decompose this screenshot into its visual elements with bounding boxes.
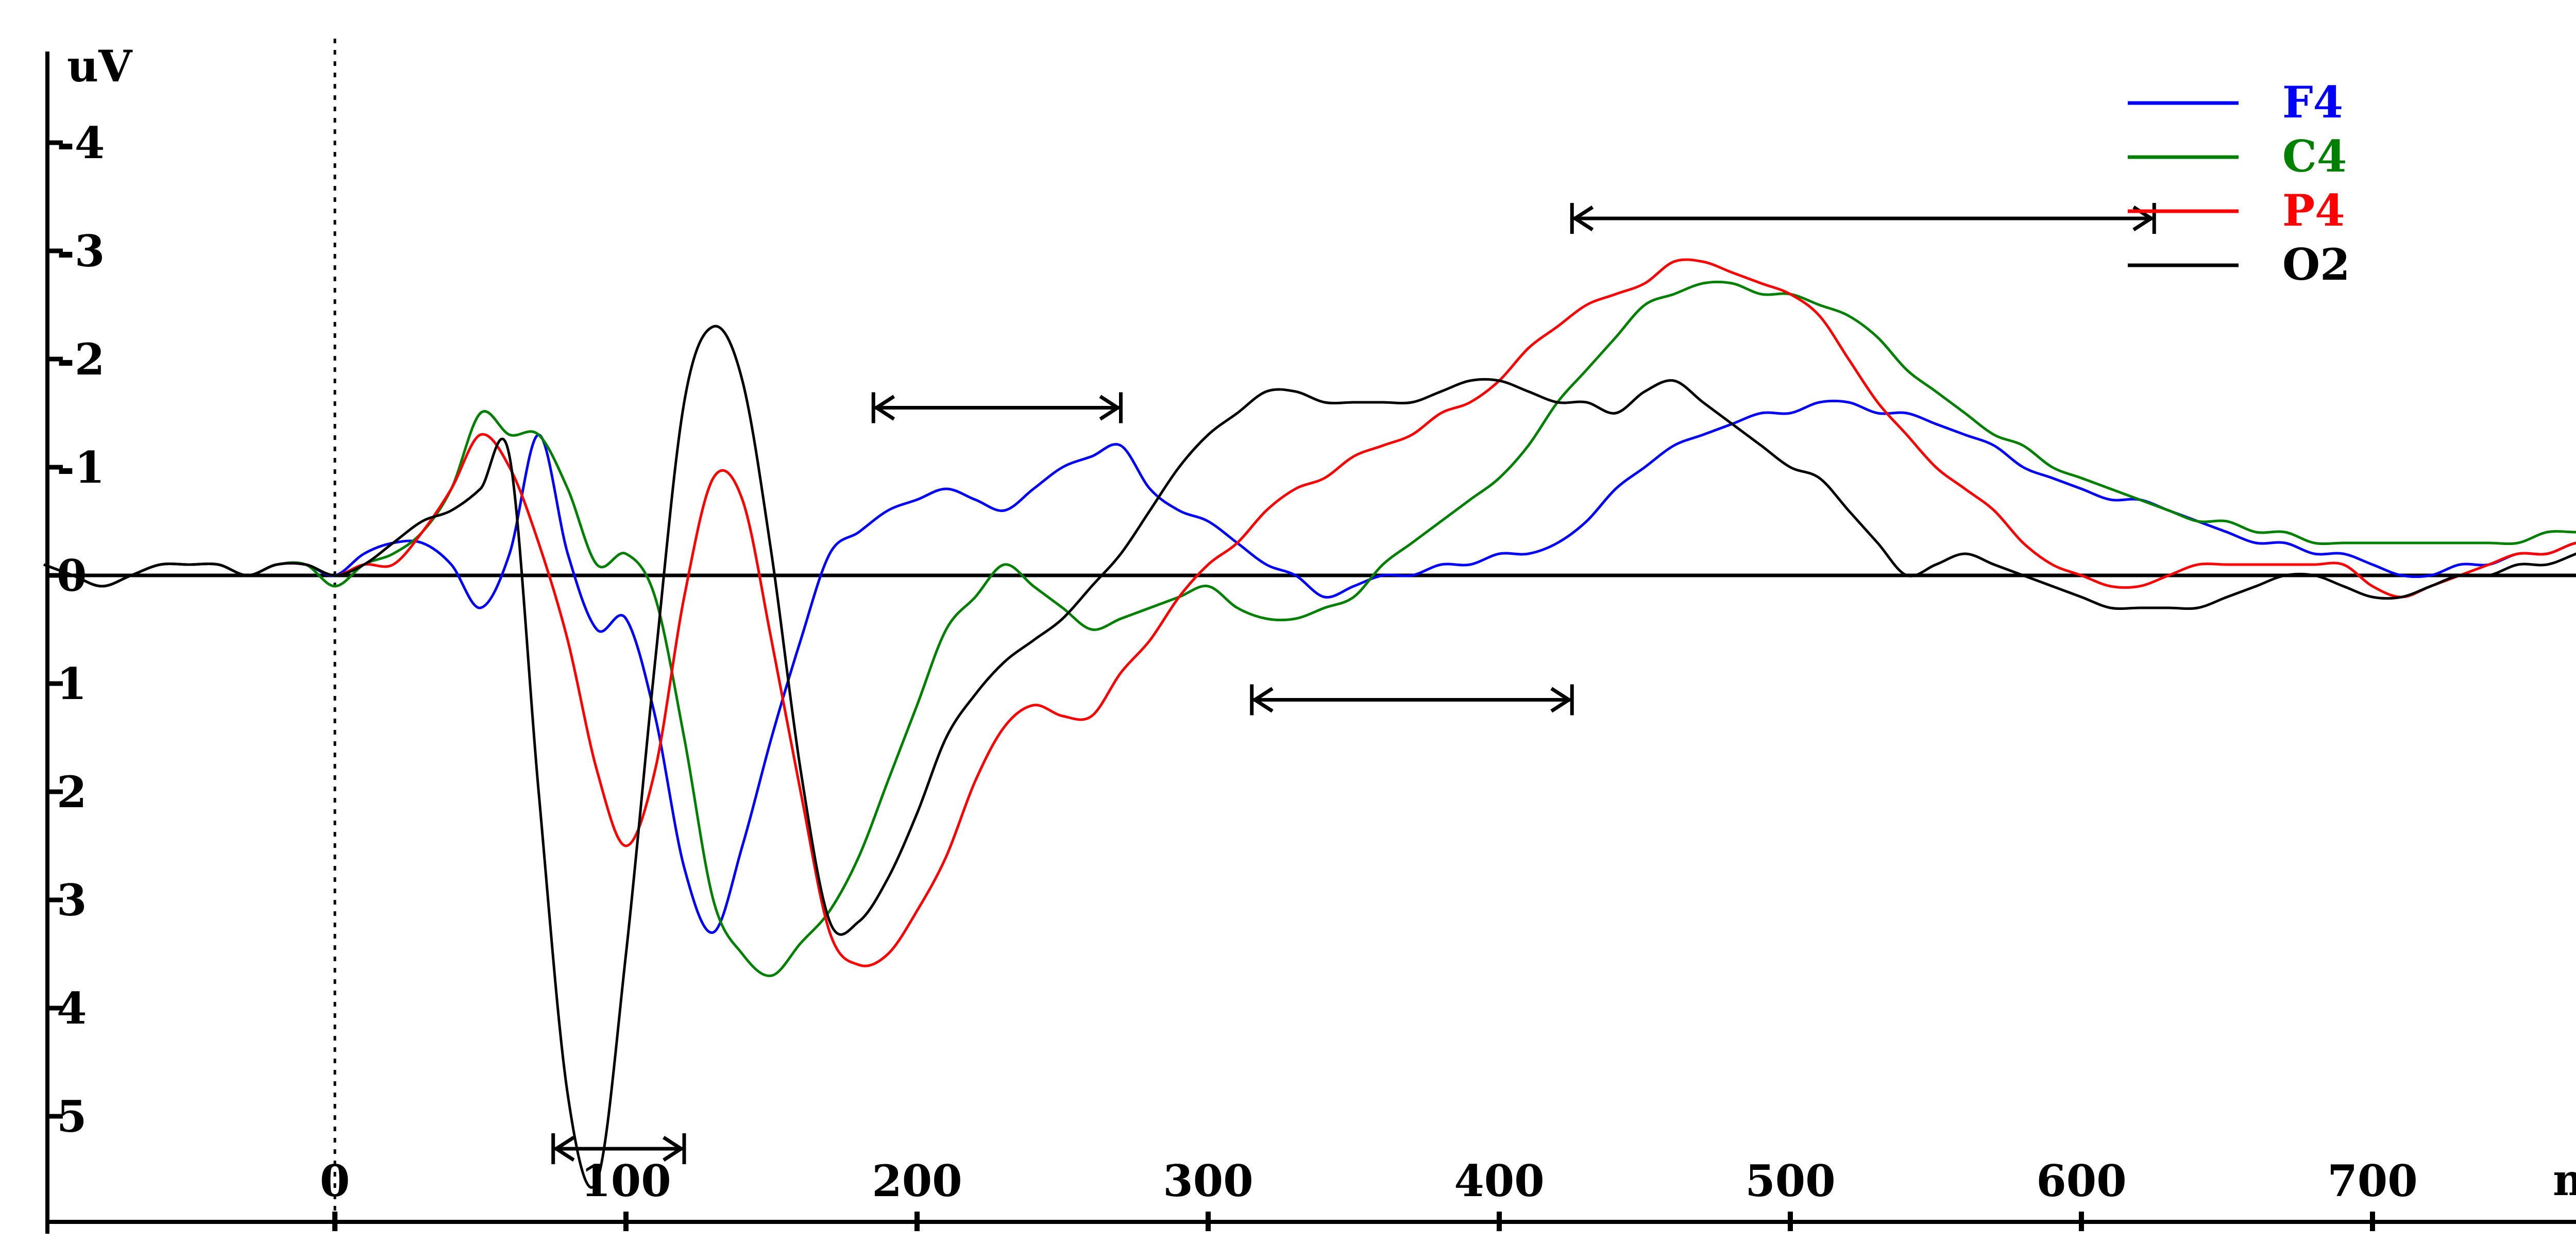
time-window-arrow [871, 392, 1123, 423]
series-line-p4 [43, 258, 2576, 967]
x-tick-label: 200 [872, 1155, 962, 1206]
x-tick-label: 700 [2327, 1155, 2417, 1206]
y-axis-title: uV [67, 41, 133, 92]
time-window-arrow [551, 1133, 686, 1164]
y-tick-label: 2 [57, 767, 87, 818]
y-tick-label: 1 [57, 658, 87, 709]
x-tick-label: 600 [2036, 1155, 2126, 1206]
time-window-markers [551, 203, 2156, 1164]
y-tick-label: -3 [57, 226, 105, 277]
x-tick-label: 400 [1454, 1155, 1544, 1206]
series-line-o2 [43, 325, 2576, 1189]
time-window-arrow [1570, 203, 2156, 234]
x-tick-label: 0 [320, 1155, 350, 1206]
legend-label-c4: C4 [2282, 131, 2347, 182]
axes [45, 39, 2576, 1234]
series-line-c4 [43, 280, 2576, 977]
x-tick-label: 100 [581, 1155, 671, 1206]
x-tick-label: 300 [1163, 1155, 1253, 1206]
y-tick-label: -1 [57, 442, 105, 493]
y-tick-label: 5 [57, 1091, 87, 1142]
series-lines [43, 258, 2576, 1189]
y-tick-label: 3 [57, 875, 87, 926]
x-ticks: 0 100 200 300 400 500 600 700 [320, 1155, 2418, 1231]
time-window-arrow [1250, 684, 1574, 716]
x-tick-label: 500 [1745, 1155, 1835, 1206]
y-tick-label: -2 [57, 334, 105, 385]
legend-label-o2: O2 [2282, 239, 2350, 290]
y-tick-label: 4 [57, 983, 87, 1034]
series-line-f4 [43, 399, 2576, 934]
y-tick-label: -4 [57, 117, 105, 168]
x-axis-title: ms [2553, 1154, 2576, 1205]
legend-label-p4: P4 [2282, 185, 2345, 236]
legend-label-f4: F4 [2282, 77, 2343, 128]
